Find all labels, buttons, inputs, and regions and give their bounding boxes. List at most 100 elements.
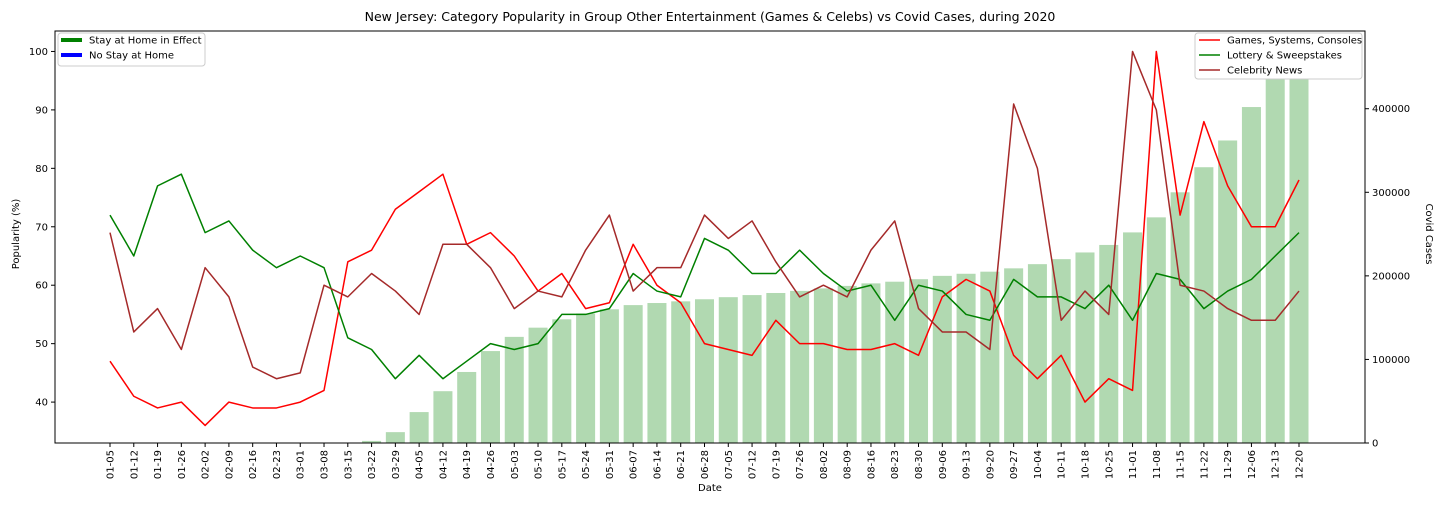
x-tick-label: 07-12: [748, 450, 759, 479]
covid-bar: [742, 295, 762, 443]
y-tick-label: 70: [35, 222, 48, 233]
x-tick-label: 03-01: [296, 450, 307, 479]
covid-bar: [1194, 167, 1214, 443]
legend-right-label: Celebrity News: [1227, 66, 1302, 77]
x-tick-label: 12-13: [1271, 450, 1282, 479]
covid-bar: [1265, 75, 1285, 443]
chart-title: New Jersey: Category Popularity in Group…: [365, 9, 1056, 24]
x-tick-label: 05-31: [605, 450, 616, 479]
x-tick-label: 03-22: [367, 450, 378, 479]
covid-bar: [1170, 192, 1190, 443]
x-tick-label: 10-25: [1104, 450, 1115, 479]
covid-bar: [1075, 252, 1095, 443]
x-tick-label: 10-11: [1057, 450, 1068, 479]
covid-bar: [480, 351, 500, 443]
covid-bar: [1099, 244, 1119, 443]
covid-bar: [718, 297, 738, 443]
x-tick-label: 08-16: [866, 450, 877, 479]
legend-right: Games, Systems, Consoles Lottery & Sweeps…: [1194, 32, 1363, 80]
y-tick-label: 60: [35, 281, 48, 292]
covid-bar: [1051, 259, 1071, 443]
legend-left-box: [57, 32, 206, 67]
y-tick-label: 90: [35, 105, 48, 116]
legend-left-label: Stay at Home in Effect: [89, 36, 202, 47]
y2-tick-label: 400000: [1372, 104, 1410, 115]
x-tick-label: 09-06: [938, 450, 949, 479]
covid-bar: [837, 285, 857, 443]
x-tick-label: 06-14: [652, 450, 663, 479]
covid-bar: [457, 371, 477, 443]
x-tick-label: 06-28: [700, 450, 711, 479]
y2-axis-label: Covid Cases: [1423, 203, 1434, 264]
legend-left: Stay at Home in Effect No Stay at Home: [57, 32, 206, 67]
x-tick-label: 02-23: [272, 450, 283, 479]
x-tick-label: 10-18: [1080, 450, 1091, 479]
bars-layer: [362, 46, 1309, 444]
x-tick-label: 03-08: [320, 450, 331, 479]
x-tick-label: 09-27: [1009, 450, 1020, 479]
x-tick-label: 02-02: [201, 450, 212, 479]
x-tick-label: 02-09: [224, 450, 235, 479]
covid-bar: [504, 336, 524, 443]
covid-bar: [1146, 217, 1166, 443]
covid-bar: [1289, 46, 1309, 443]
lines-layer: [109, 50, 1300, 427]
x-tick-label: 07-26: [795, 450, 806, 479]
x-tick-label: 12-06: [1247, 450, 1258, 479]
covid-bar: [694, 299, 715, 443]
y2-tick-label: 300000: [1372, 188, 1410, 199]
covid-bar: [647, 303, 667, 443]
x-tick-label: 07-19: [771, 450, 782, 479]
plot-frame: [54, 30, 1366, 444]
covid-bar: [576, 313, 596, 443]
covid-bar: [528, 327, 548, 443]
x-tick-label: 11-29: [1223, 450, 1234, 479]
x-tick-label: 08-23: [890, 450, 901, 479]
x-tick-label: 11-08: [1152, 450, 1163, 479]
x-tick-label: 11-15: [1176, 450, 1187, 479]
covid-bar: [885, 281, 905, 443]
x-tick-label: 06-21: [676, 450, 687, 479]
x-tick-label: 08-30: [914, 450, 925, 479]
y2-tick-label: 200000: [1372, 271, 1410, 282]
x-tick-label: 08-09: [843, 450, 854, 479]
x-tick-label: 04-12: [438, 450, 449, 479]
legend-right-label: Lottery & Sweepstakes: [1227, 51, 1342, 62]
x-tick-label: 01-05: [106, 450, 117, 479]
x-tick-label: 01-12: [129, 450, 140, 479]
covid-bar: [909, 279, 929, 443]
x-tick-label: 11-01: [1128, 450, 1139, 479]
x-tick-label: 04-19: [462, 450, 473, 479]
x-tick-label: 01-26: [177, 450, 188, 479]
covid-bar: [433, 391, 453, 443]
x-tick-label: 03-15: [343, 450, 354, 479]
legend-left-label: No Stay at Home: [89, 51, 174, 62]
y-tick-label: 80: [35, 164, 48, 175]
series-line-0: [109, 50, 1300, 427]
covid-bar: [409, 412, 429, 443]
covid-bar: [956, 273, 976, 443]
covid-bar: [362, 440, 382, 443]
x-tick-label: 02-16: [248, 450, 259, 479]
covid-bar: [552, 319, 572, 443]
covid-bar: [980, 271, 1000, 443]
covid-bar: [1027, 264, 1047, 443]
y-axis-label: Popularity (%): [11, 199, 22, 270]
covid-bar: [671, 301, 691, 443]
legend-right-label: Games, Systems, Consoles: [1227, 36, 1362, 47]
x-tick-label: 09-20: [985, 450, 996, 479]
y-tick-label: 40: [35, 398, 48, 409]
x-tick-label: 01-19: [153, 450, 164, 479]
x-tick-label: 03-29: [391, 450, 402, 479]
series-line-1: [109, 173, 1300, 380]
x-tick-label: 12-20: [1295, 450, 1306, 479]
covid-bar: [623, 305, 643, 443]
y2-tick-label: 0: [1372, 439, 1378, 450]
x-axis-label: Date: [698, 483, 722, 494]
series-line-2: [109, 50, 1300, 380]
x-tick-label: 09-13: [962, 450, 973, 479]
covid-bar: [1241, 107, 1261, 444]
covid-bar: [599, 309, 619, 443]
